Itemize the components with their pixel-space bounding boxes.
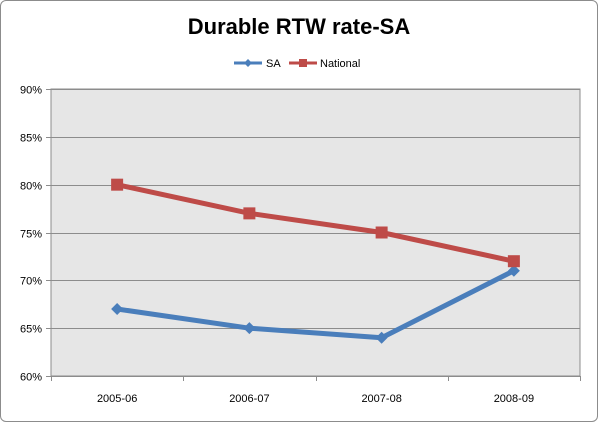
data-point xyxy=(507,255,520,268)
series-line xyxy=(114,182,517,264)
series-sa xyxy=(111,264,520,344)
x-tick-label: 2007-08 xyxy=(361,393,401,405)
legend-item-sa: SA xyxy=(234,58,281,70)
legend-label: SA xyxy=(266,58,281,70)
x-axis: 2005-06 2006-07 2007-08 2008-09 xyxy=(51,376,581,405)
series-layer xyxy=(111,178,520,344)
y-tick-label: 70% xyxy=(20,276,42,288)
y-tick-label: 85% xyxy=(20,133,42,145)
data-point xyxy=(507,264,520,277)
legend-marker xyxy=(244,59,252,67)
data-point xyxy=(375,331,388,344)
data-point xyxy=(375,226,388,239)
data-point xyxy=(243,322,256,335)
data-point xyxy=(243,207,256,220)
x-tick-label: 2005-06 xyxy=(97,393,137,405)
x-tick-label: 2006-07 xyxy=(229,393,269,405)
y-tick-label: 80% xyxy=(20,181,42,193)
y-tick-label: 65% xyxy=(20,324,42,336)
data-point xyxy=(111,303,124,316)
legend-item-national: National xyxy=(289,58,360,70)
series-line xyxy=(114,268,517,341)
legend-label: National xyxy=(320,58,360,70)
y-tick-label: 60% xyxy=(20,372,42,384)
y-tick-label: 75% xyxy=(20,229,42,241)
chart-title: Durable RTW rate-SA xyxy=(187,14,411,39)
series-national xyxy=(111,178,520,268)
data-point xyxy=(111,178,124,191)
x-tick-label: 2008-09 xyxy=(494,393,534,405)
y-axis: 60% 65% 70% 75% 80% 85% 90% xyxy=(20,85,51,384)
legend: SA National xyxy=(234,58,360,70)
y-tick-label: 90% xyxy=(20,85,42,97)
legend-marker xyxy=(299,59,307,67)
